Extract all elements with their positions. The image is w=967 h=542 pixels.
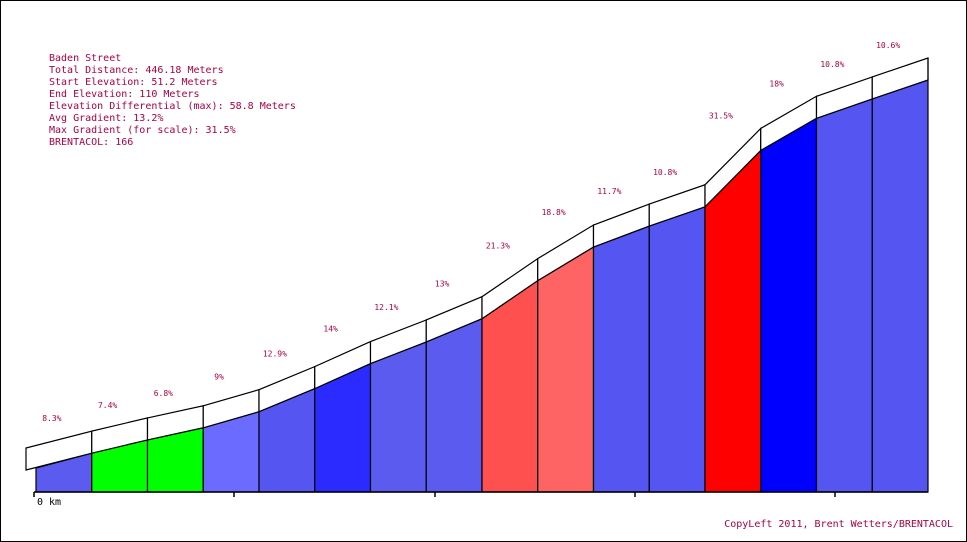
profile-segment-11	[592, 225, 650, 493]
grade-label: 21.3%	[486, 242, 510, 251]
grade-label: 13%	[435, 280, 450, 289]
info-line: Start Elevation: 51.2 Meters	[49, 77, 218, 88]
grade-label: 8.3%	[42, 414, 61, 423]
x-tick-label: 0 km	[37, 497, 61, 508]
profile-segment-7	[369, 341, 427, 493]
profile-segment-15	[815, 98, 873, 493]
chart-title: Baden Street	[49, 53, 121, 64]
grade-label: 14%	[323, 325, 338, 334]
info-line: End Elevation: 110 Meters	[49, 89, 200, 100]
grade-label: 9%	[214, 373, 224, 382]
grade-label: 10.6%	[876, 41, 900, 50]
grade-label: 31.5%	[709, 111, 733, 120]
info-line: BRENTACOL: 166	[49, 137, 133, 148]
copyleft-text: CopyLeft 2011, Brent Wetters/BRENTACOL	[724, 519, 953, 530]
profile-segment-13	[704, 148, 762, 493]
grade-label: 18.8%	[542, 208, 566, 217]
grade-label: 6.8%	[154, 389, 173, 398]
profile-segment-8	[425, 317, 483, 493]
grade-label: 7.4%	[98, 401, 117, 410]
grade-label: 10.8%	[653, 168, 677, 177]
info-line: Max Gradient (for scale): 31.5%	[49, 125, 236, 136]
profile-segment-12	[648, 205, 706, 493]
profile-segment-10	[537, 245, 595, 493]
profile-segment-14	[760, 117, 818, 493]
grade-label: 12.9%	[263, 350, 287, 359]
info-line: Elevation Differential (max): 58.8 Meter…	[49, 101, 296, 112]
grade-label: 11.7%	[597, 187, 621, 196]
grade-label: 18%	[769, 79, 784, 88]
profile-segment-16	[871, 79, 929, 493]
info-line: Total Distance: 446.18 Meters	[49, 65, 224, 76]
grade-label: 10.8%	[820, 60, 844, 69]
grade-label: 12.1%	[374, 303, 398, 312]
info-line: Avg Gradient: 13.2%	[49, 113, 163, 124]
